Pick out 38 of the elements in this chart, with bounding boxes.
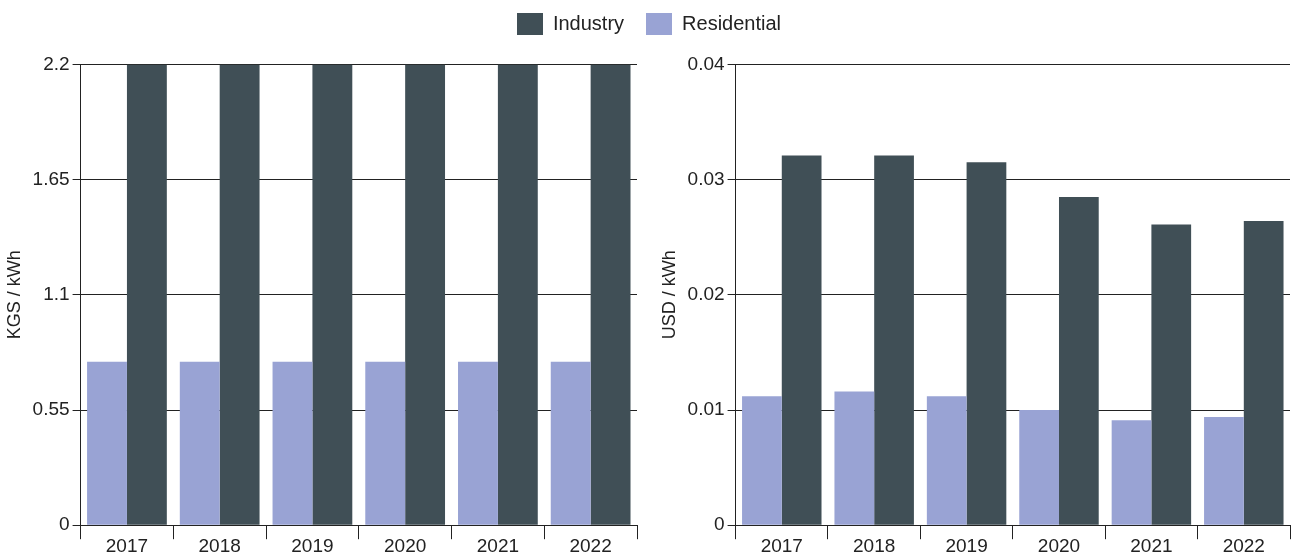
legend-label: Residential	[682, 12, 782, 35]
x-tick-label: 2018	[198, 534, 241, 554]
x-tick-label: 2017	[105, 534, 149, 554]
x-tick-label: 2021	[476, 534, 520, 554]
y-tick-label: 0	[714, 513, 725, 535]
bar	[1058, 196, 1099, 525]
y-tick-label: 0.04	[687, 52, 726, 74]
x-tick-label: 2019	[291, 534, 334, 554]
y-tick-label: 1.1	[43, 283, 70, 305]
x-tick-label: 2022	[1222, 534, 1265, 554]
bar	[926, 396, 967, 525]
x-tick-label: 2018	[853, 534, 896, 554]
bar	[1019, 410, 1059, 525]
bar	[1111, 420, 1152, 525]
bar	[742, 396, 782, 525]
y-tick-label: 2.2	[43, 52, 70, 74]
legend-label: Industry	[552, 12, 625, 35]
y-tick-label: 0.02	[687, 283, 725, 305]
y-tick-label: 0	[59, 513, 70, 535]
y-axis-title: USD / kWh	[658, 250, 679, 340]
y-tick-label: 0.55	[32, 398, 70, 420]
bar	[1204, 416, 1244, 525]
x-tick-label: 2021	[1130, 534, 1173, 554]
y-tick-label: 1.65	[32, 167, 70, 189]
y-tick-label: 0.01	[687, 398, 725, 420]
bar	[834, 391, 875, 525]
bar	[1243, 221, 1284, 525]
x-tick-label: 2020	[384, 534, 427, 554]
bar	[966, 162, 1007, 525]
bar	[1151, 224, 1192, 525]
y-axis-title: KGS / kWh	[3, 250, 24, 340]
x-tick-label: 2022	[569, 534, 612, 554]
bar	[781, 155, 822, 525]
x-tick-label: 2017	[760, 534, 803, 554]
bar	[874, 155, 914, 525]
x-tick-label: 2019	[945, 534, 988, 554]
x-tick-label: 2020	[1037, 534, 1081, 554]
y-tick-label: 0.03	[687, 167, 725, 189]
